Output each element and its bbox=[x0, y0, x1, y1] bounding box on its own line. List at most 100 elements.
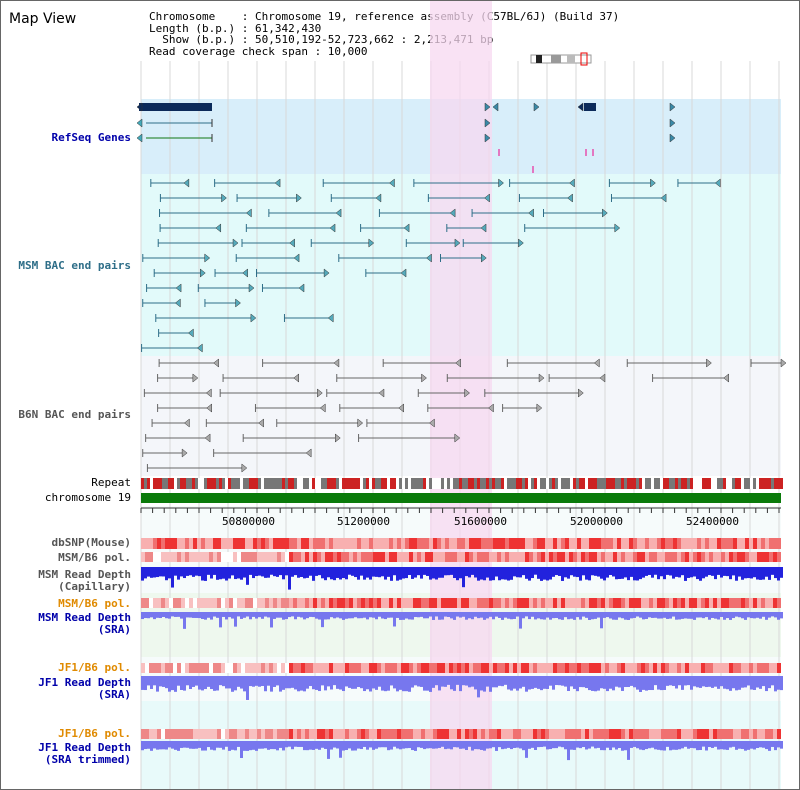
jf1-depth-sra-bar bbox=[210, 676, 213, 690]
msm-depth-capillary-bar bbox=[168, 567, 171, 579]
msm-pol-sra-cell bbox=[257, 598, 261, 608]
msm-depth-sra-bar bbox=[150, 612, 153, 618]
jf1-depth-trimmed-bar bbox=[204, 741, 207, 751]
dbsnp-cell bbox=[401, 538, 405, 549]
dbsnp-cell bbox=[609, 538, 613, 549]
jf1-pol-sra-cell bbox=[585, 663, 589, 673]
msm-pol-sra-cell bbox=[177, 598, 181, 608]
msm-depth-capillary-bar bbox=[357, 567, 360, 580]
msm-pol-capillary-cell bbox=[725, 552, 729, 562]
msm-depth-capillary-bar bbox=[762, 567, 765, 580]
jf1-pol-trimmed-cell bbox=[509, 729, 513, 739]
jf1-depth-sra-bar bbox=[321, 676, 324, 686]
jf1-pol-trimmed-cell bbox=[569, 729, 573, 739]
jf1-depth-sra-bar bbox=[327, 676, 330, 687]
msm-depth-capillary-bar bbox=[309, 567, 312, 576]
jf1-pol-sra-cell bbox=[481, 663, 485, 673]
repeat-cell bbox=[288, 478, 291, 489]
dbsnp-cell bbox=[461, 538, 465, 549]
msm-depth-capillary-bar bbox=[249, 567, 252, 575]
msm-pol-sra-cell bbox=[173, 598, 177, 608]
msm-depth-capillary-bar bbox=[255, 567, 258, 577]
jf1-depth-sra-bar bbox=[693, 676, 696, 687]
msm-depth-capillary-bar bbox=[315, 567, 318, 576]
jf1-depth-sra-bar bbox=[477, 676, 480, 698]
msm-pol-capillary-cell bbox=[645, 552, 649, 562]
jf1-pol-sra-cell bbox=[385, 663, 389, 673]
msm-pol-capillary-cell bbox=[605, 552, 609, 562]
msm-depth-capillary-bar bbox=[162, 567, 165, 577]
msm-depth-capillary-bar bbox=[573, 567, 576, 577]
jf1-depth-trimmed-bar bbox=[657, 741, 660, 750]
jf1-depth-trimmed-bar bbox=[519, 741, 522, 749]
repeat-cell bbox=[657, 478, 660, 489]
jf1-pol-sra-cell bbox=[297, 663, 301, 673]
jf1-pol-sra-cell bbox=[729, 663, 733, 673]
track-label-b6n-bac[interactable]: B6N BAC end pairs bbox=[18, 408, 131, 421]
dbsnp-cell bbox=[645, 538, 649, 549]
repeat-cell bbox=[618, 478, 621, 489]
msm-depth-capillary-bar bbox=[159, 567, 162, 577]
jf1-depth-trimmed-bar bbox=[495, 741, 498, 751]
msm-depth-sra-bar bbox=[273, 612, 276, 619]
msm-pol-capillary-cell bbox=[633, 552, 637, 562]
jf1-pol-trimmed-cell bbox=[233, 729, 237, 739]
msm-pol-sra-cell bbox=[141, 598, 145, 608]
jf1-pol-sra-cell bbox=[745, 663, 749, 673]
msm-pol-sra-cell bbox=[717, 598, 721, 608]
msm-pol-capillary-cell bbox=[469, 552, 473, 562]
msm-depth-sra-bar bbox=[156, 612, 159, 618]
dbsnp-cell bbox=[409, 538, 413, 549]
msm-pol-capillary-cell bbox=[429, 552, 433, 562]
dbsnp-cell bbox=[365, 538, 369, 549]
msm-depth-sra-bar bbox=[252, 612, 255, 617]
msm-pol-sra-cell bbox=[209, 598, 213, 608]
jf1-pol-trimmed-cell bbox=[461, 729, 465, 739]
jf1-pol-sra-cell bbox=[533, 663, 537, 673]
jf1-depth-sra-bar bbox=[345, 676, 348, 687]
track-label-refseq[interactable]: RefSeq Genes bbox=[51, 131, 131, 144]
jf1-depth-trimmed-bar bbox=[267, 741, 270, 750]
repeat-cell bbox=[261, 478, 264, 489]
track-label-msm-bac[interactable]: MSM BAC end pairs bbox=[18, 259, 131, 272]
msm-depth-capillary-bar bbox=[174, 567, 177, 576]
repeat-cell bbox=[516, 478, 519, 489]
jf1-pol-trimmed-cell bbox=[517, 729, 521, 739]
jf1-pol-trimmed-cell bbox=[497, 729, 501, 739]
jf1-depth-sra-bar bbox=[630, 676, 633, 686]
repeat-cell bbox=[255, 478, 258, 489]
msm-depth-capillary-bar bbox=[435, 567, 438, 580]
jf1-pol-trimmed-cell bbox=[333, 729, 337, 739]
jf1-pol-trimmed-cell bbox=[701, 729, 705, 739]
repeat-cell bbox=[330, 478, 333, 489]
msm-pol-capillary-cell bbox=[393, 552, 397, 562]
msm-pol-capillary-cell bbox=[441, 552, 445, 562]
jf1-depth-trimmed-bar bbox=[567, 741, 570, 761]
jf1-depth-trimmed-bar bbox=[372, 741, 375, 750]
msm-pol-sra-cell bbox=[509, 598, 513, 608]
jf1-depth-trimmed-bar bbox=[654, 741, 657, 750]
jf1-depth-trimmed-bar bbox=[510, 741, 513, 750]
jf1-depth-sra-bar bbox=[375, 676, 378, 690]
repeat-cell bbox=[381, 478, 384, 489]
jf1-pol-sra-cell bbox=[573, 663, 577, 673]
jf1-pol-sra-cell bbox=[725, 663, 729, 673]
msm-depth-sra-bar bbox=[600, 612, 603, 629]
dbsnp-cell bbox=[745, 538, 749, 549]
msm-depth-sra-bar bbox=[726, 612, 729, 619]
jf1-pol-trimmed-cell bbox=[185, 729, 189, 739]
repeat-cell bbox=[315, 478, 318, 489]
msm-bac-pair-arrow bbox=[246, 208, 252, 218]
jf1-depth-sra-bar bbox=[561, 676, 564, 686]
msm-pol-sra-cell bbox=[193, 598, 197, 608]
jf1-pol-sra-cell bbox=[685, 663, 689, 673]
msm-pol-capillary-cell bbox=[761, 552, 765, 562]
msm-pol-sra-cell bbox=[233, 598, 237, 608]
jf1-depth-trimmed-bar bbox=[549, 741, 552, 750]
jf1-depth-trimmed-bar bbox=[156, 741, 159, 750]
jf1-depth-sra-bar bbox=[144, 676, 147, 691]
jf1-pol-sra-cell bbox=[321, 663, 325, 673]
msm-bac-pair-arrow bbox=[188, 328, 194, 338]
msm-pol-sra-cell bbox=[473, 598, 477, 608]
